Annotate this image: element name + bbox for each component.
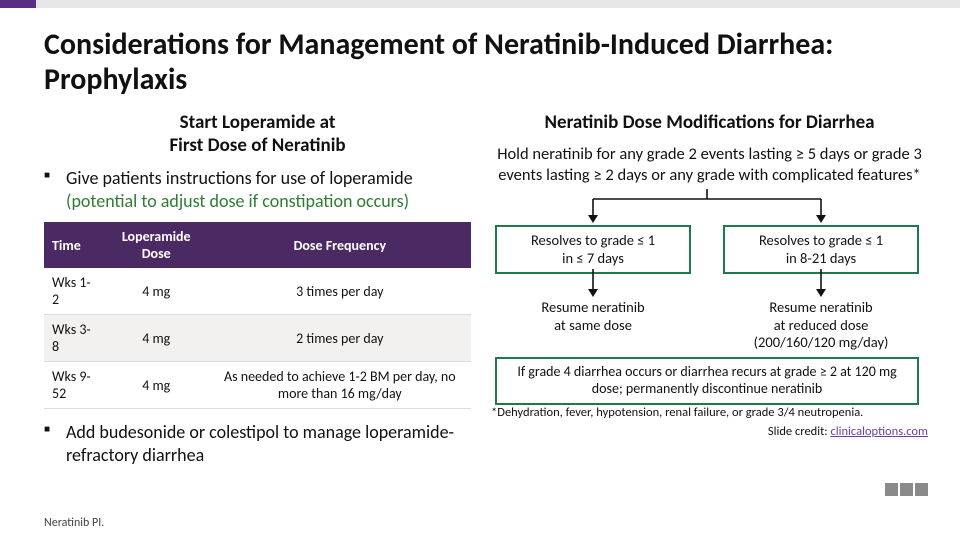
reference-note: Neratinib PI. <box>44 516 104 530</box>
arrow-down-icon <box>813 269 829 299</box>
resolve-box-2: Resolves to grade ≤ 1in 8-21 days <box>723 225 919 274</box>
loperamide-table: Time Loperamide Dose Dose Frequency Wks … <box>44 222 471 409</box>
bullet-1: Give patients instructions for use of lo… <box>44 167 471 212</box>
cell: 2 times per day <box>209 315 471 362</box>
cco-logo-icon <box>885 483 928 496</box>
right-column: Neratinib Dose Modifications for Diarrhe… <box>491 111 928 476</box>
flow-diagram: Resolves to grade ≤ 1in ≤ 7 days Resolve… <box>491 189 928 399</box>
right-subhead: Neratinib Dose Modifications for Diarrhe… <box>491 111 928 134</box>
left-column: Start Loperamide atFirst Dose of Neratin… <box>44 111 471 476</box>
left-subhead: Start Loperamide atFirst Dose of Neratin… <box>44 111 471 157</box>
bullet-list-2: Add budesonide or colestipol to manage l… <box>44 421 471 466</box>
cell: Wks 3-8 <box>44 315 104 362</box>
hold-text: Hold neratinib for any grade 2 events la… <box>497 144 922 185</box>
resume-text-2: Resume neratinibat reduced dose(200/160/… <box>723 299 919 351</box>
credit-label: Slide credit: <box>768 424 831 439</box>
slide-credit: Slide credit: clinicaloptions.com <box>491 424 928 439</box>
cell: 4 mg <box>104 362 209 409</box>
cell: 3 times per day <box>209 268 471 315</box>
slide-title: Considerations for Management of Neratin… <box>44 28 928 97</box>
cell: 4 mg <box>104 315 209 362</box>
resolve-box-1: Resolves to grade ≤ 1in ≤ 7 days <box>495 225 691 274</box>
bullet-list-1: Give patients instructions for use of lo… <box>44 167 471 212</box>
asterisk-footnote: *Dehydration, fever, hypotension, renal … <box>491 405 928 420</box>
table-header-row: Time Loperamide Dose Dose Frequency <box>44 222 471 268</box>
bullet-2: Add budesonide or colestipol to manage l… <box>44 421 471 466</box>
table-row: Wks 1-2 4 mg 3 times per day <box>44 268 471 315</box>
grade4-box: If grade 4 diarrhea occurs or diarrhea r… <box>495 357 919 405</box>
cell: As needed to achieve 1-2 BM per day, no … <box>209 362 471 409</box>
bullet-1-text: Give patients instructions for use of lo… <box>66 167 413 189</box>
table-row: Wks 3-8 4 mg 2 times per day <box>44 315 471 362</box>
arrow-down-icon <box>585 269 601 299</box>
split-arrow-icon <box>491 189 931 229</box>
cell: Wks 9-52 <box>44 362 104 409</box>
resume-text-1: Resume neratinibat same dose <box>495 299 691 334</box>
two-column-layout: Start Loperamide atFirst Dose of Neratin… <box>44 111 928 476</box>
th-time: Time <box>44 222 104 268</box>
credit-link[interactable]: clinicaloptions.com <box>830 424 928 439</box>
cell: Wks 1-2 <box>44 268 104 315</box>
th-dose: Loperamide Dose <box>104 222 209 268</box>
slide: Considerations for Management of Neratin… <box>0 0 960 540</box>
bullet-1-green: (potential to adjust dose if constipatio… <box>66 190 409 212</box>
table-row: Wks 9-52 4 mg As needed to achieve 1-2 B… <box>44 362 471 409</box>
top-accent-bar <box>0 0 960 8</box>
th-freq: Dose Frequency <box>209 222 471 268</box>
cell: 4 mg <box>104 268 209 315</box>
